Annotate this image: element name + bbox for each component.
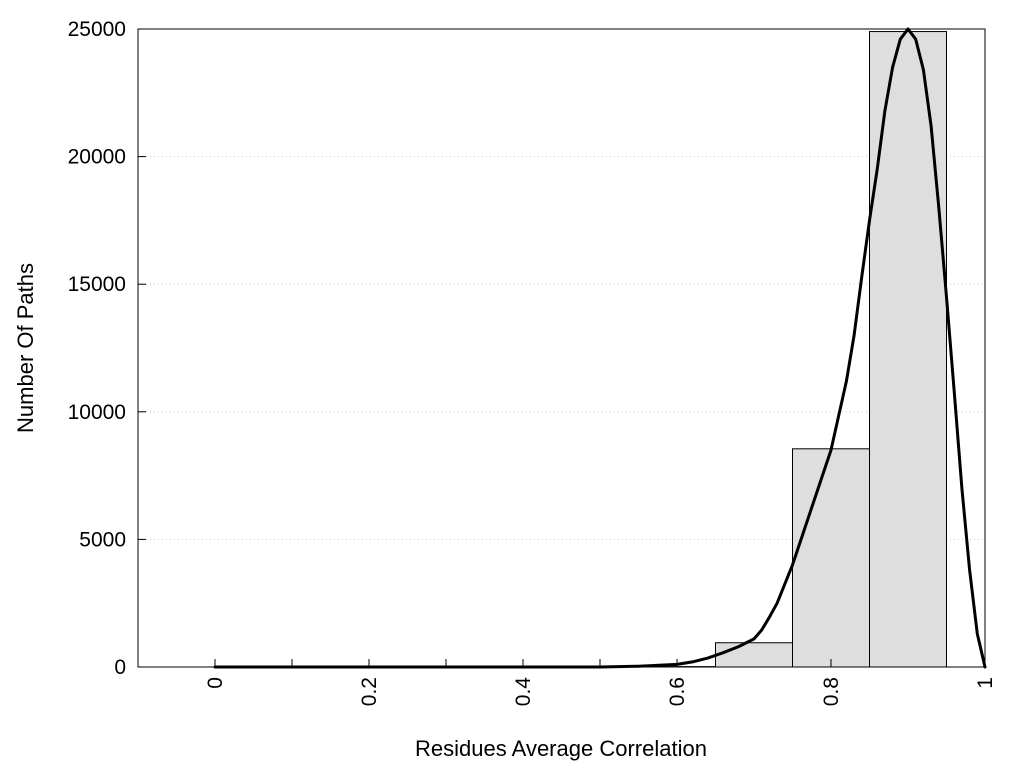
x-tick-label: 0 [204,677,227,689]
y-tick-label: 15000 [68,273,126,296]
y-tick-label: 0 [114,656,126,679]
x-tick-label: 1 [974,677,997,689]
fit-curve-layer [213,27,987,669]
x-axis-title: Residues Average Correlation [415,736,707,761]
x-axis-ticks: 0 0.2 0.4 0.6 0.8 1 [204,659,997,706]
fit-curve [213,27,987,669]
y-axis-ticks: 0 5000 10000 15000 20000 25000 [68,18,146,679]
histogram-bar [869,31,947,668]
y-tick-label: 5000 [79,528,126,551]
histogram-bar [715,642,793,668]
y-axis-title: Number Of Paths [13,263,38,433]
histogram-bar [792,448,870,668]
x-tick-label: 0.2 [358,677,381,706]
x-tick-label: 0.6 [666,677,689,706]
x-tick-label: 0.8 [820,677,843,706]
y-tick-label: 25000 [68,18,126,41]
histogram-bars [638,31,947,668]
x-tick-label: 0.4 [512,677,535,707]
y-tick-label: 10000 [68,401,126,424]
plot-frame [137,28,986,668]
y-tick-label: 20000 [68,146,126,169]
